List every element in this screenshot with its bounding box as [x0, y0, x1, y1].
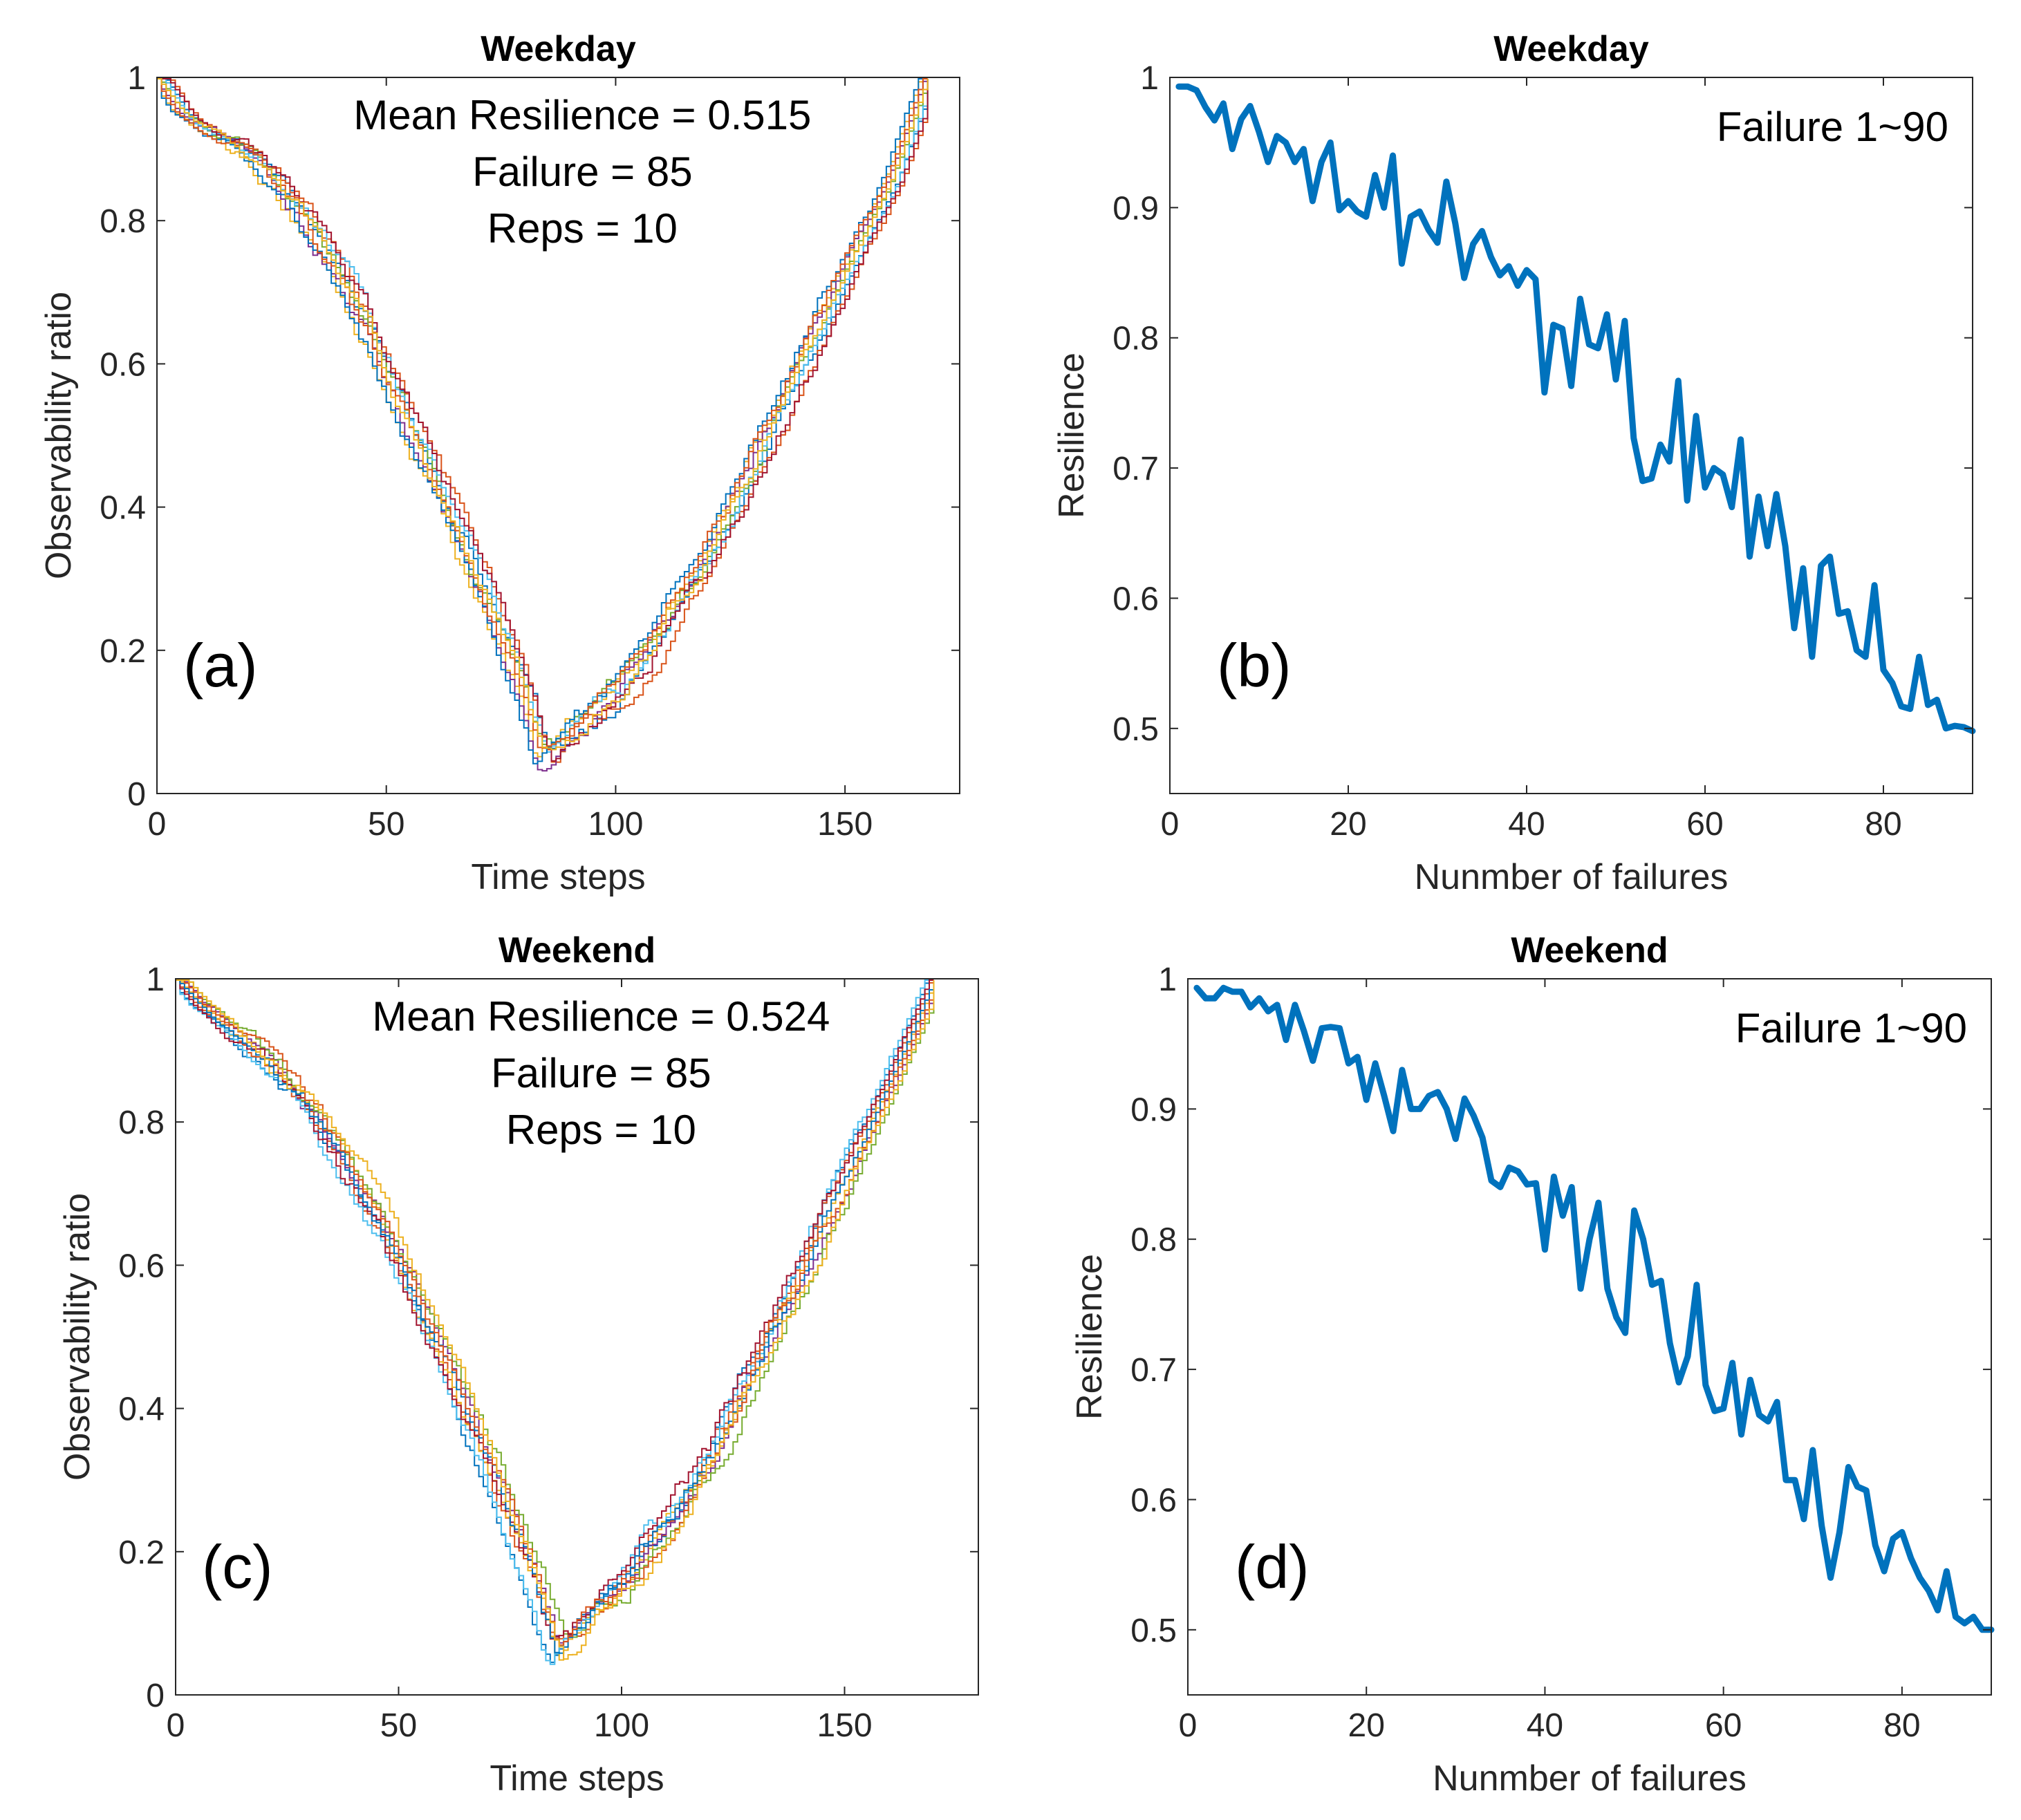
y-tick-label: 0.8 [100, 203, 146, 240]
annotation-line-1: Mean Resilience = 0.515 [353, 92, 811, 138]
y-tick-label: 0 [146, 1678, 165, 1714]
plot-area [176, 979, 978, 1695]
y-axis-label: Resilience [1070, 1254, 1110, 1420]
panel-label: (b) [1217, 631, 1292, 700]
resilience-series-line [1175, 83, 1976, 735]
replicate-run-line-10 [157, 78, 929, 751]
y-tick-label: 0.8 [118, 1105, 165, 1141]
annotation-line-3: Reps = 10 [487, 205, 678, 252]
x-tick-label: 80 [1883, 1707, 1920, 1744]
x-tick-label: 100 [588, 806, 643, 843]
x-tick-label: 40 [1527, 1707, 1563, 1744]
chart-title: Weekend [1511, 930, 1668, 970]
y-axis-label: Observability ratio [57, 1193, 97, 1481]
axes-frame [1187, 978, 1992, 1696]
annotation-line-2: Failure = 85 [472, 149, 693, 195]
y-tick-label: 0.7 [1112, 451, 1159, 487]
y-tick-label: 0.2 [118, 1535, 165, 1571]
y-tick-label: 0.9 [1112, 190, 1159, 227]
y-tick-label: 0.5 [1112, 711, 1159, 748]
y-tick-label: 0.2 [100, 633, 146, 670]
y-tick-label: 0.9 [1130, 1091, 1177, 1128]
y-tick-label: 0.4 [100, 490, 146, 527]
panel-a-weekday-observability: 0 50 100 150 0 0.2 0.4 0.6 0.8 1 Weekday Time steps… [39, 29, 960, 897]
x-axis-label: Nunmber of failures [1415, 857, 1729, 897]
y-tick-label: 0.7 [1130, 1352, 1177, 1389]
axes-frame [175, 978, 979, 1696]
replicate-run-line-10 [176, 979, 935, 1660]
replicate-run-line-2 [157, 78, 929, 763]
resilience-series-line [1193, 984, 1995, 1633]
replicate-run-line-9 [176, 979, 935, 1646]
x-tick-label: 20 [1330, 806, 1366, 843]
x-tick-label: 20 [1348, 1707, 1385, 1744]
x-tick-label: 0 [1161, 806, 1180, 843]
x-tick-label: 50 [380, 1707, 417, 1744]
annotation-line-2: Failure = 85 [491, 1050, 711, 1096]
x-tick-label: 40 [1508, 806, 1545, 843]
chart-title: Weekday [1493, 29, 1649, 69]
y-tick-label: 0.6 [118, 1248, 165, 1284]
y-tick-label: 1 [1158, 961, 1177, 998]
y-tick-label: 1 [127, 60, 146, 97]
y-axis-label: Resilience [1052, 353, 1092, 518]
y-tick-label: 1 [1140, 60, 1159, 97]
axes-frame [156, 77, 960, 794]
x-tick-label: 100 [594, 1707, 649, 1744]
annotation-failure-range: Failure 1~90 [1735, 1005, 1967, 1051]
panel-b-weekday-resilience: 0 20 40 60 80 0.5 0.6 0.7 0.8 0.9 1 Weekday Nunmber … [1052, 29, 1976, 897]
y-tick-label: 1 [146, 961, 165, 998]
x-tick-label: 0 [167, 1707, 185, 1744]
y-axis-label: Observability ratio [39, 292, 79, 579]
y-tick-label: 0.6 [1130, 1482, 1177, 1519]
plot-area [1188, 979, 1991, 1695]
y-tick-label: 0.5 [1130, 1613, 1177, 1649]
plot-area [1170, 77, 1973, 794]
x-tick-label: 150 [817, 806, 873, 843]
x-tick-label: 80 [1865, 806, 1901, 843]
replicate-run-line-7 [157, 78, 929, 762]
y-tick-label: 0.8 [1112, 321, 1159, 357]
y-tick-label: 0.4 [118, 1391, 165, 1428]
chart-title: Weekend [499, 930, 655, 970]
panel-c-weekend-observability: 0 50 100 150 0 0.2 0.4 0.6 0.8 1 Weekend Time steps… [57, 930, 979, 1799]
annotation-line-1: Mean Resilience = 0.524 [372, 993, 830, 1040]
panel-label: (d) [1235, 1532, 1310, 1601]
y-tick-label: 0.8 [1130, 1222, 1177, 1259]
y-tick-label: 0 [127, 776, 146, 813]
panel-label: (a) [183, 631, 258, 700]
y-tick-label: 0.6 [100, 346, 146, 383]
axes-frame [1169, 77, 1973, 794]
x-axis-label: Time steps [471, 857, 645, 897]
panel-label: (c) [202, 1532, 273, 1601]
annotation-line-3: Reps = 10 [506, 1107, 696, 1153]
panel-d-weekend-resilience: 0 20 40 60 80 0.5 0.6 0.7 0.8 0.9 1 Weekend Nunmber … [1070, 930, 1995, 1799]
x-axis-label: Nunmber of failures [1433, 1758, 1747, 1799]
annotation-failure-range: Failure 1~90 [1717, 104, 1948, 150]
x-axis-label: Time steps [490, 1758, 664, 1799]
x-tick-label: 50 [368, 806, 404, 843]
chart-title: Weekday [481, 29, 636, 69]
x-tick-label: 60 [1686, 806, 1723, 843]
replicate-run-line-8 [176, 979, 935, 1654]
x-tick-label: 0 [1179, 1707, 1198, 1744]
x-tick-label: 60 [1705, 1707, 1742, 1744]
y-tick-label: 0.6 [1112, 581, 1159, 617]
x-tick-label: 150 [817, 1707, 872, 1744]
x-tick-label: 0 [148, 806, 167, 843]
